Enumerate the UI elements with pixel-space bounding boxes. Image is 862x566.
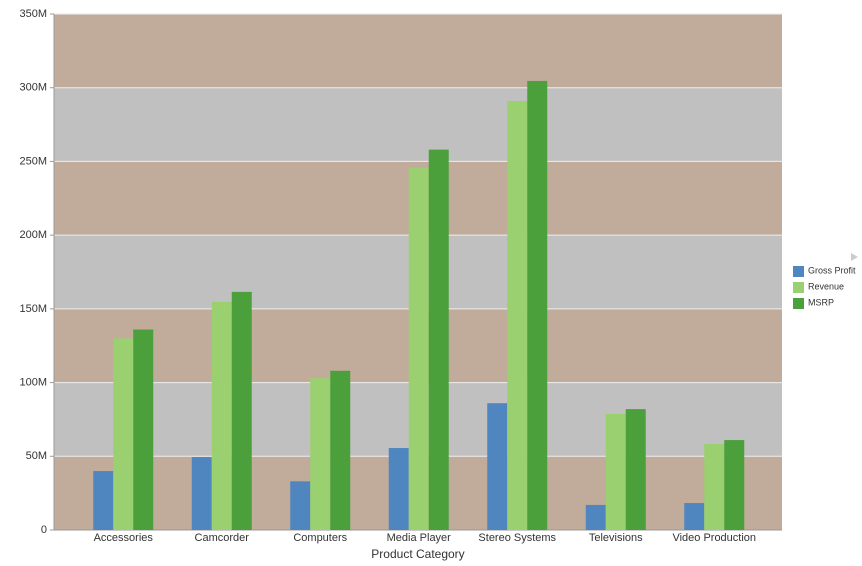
x-tick-label: Video Production [672,532,756,544]
x-tick-label: Camcorder [195,532,250,544]
legend-label: Revenue [808,281,844,291]
bar [625,409,646,530]
bar [133,329,154,530]
plot-band [54,87,782,162]
bar [585,504,606,530]
bar [191,457,212,530]
legend-scroll-arrow[interactable] [851,253,858,261]
x-tick-label: Televisions [589,532,643,544]
y-tick-label: 0 [41,524,47,536]
bar [527,80,548,531]
y-tick-label: 250M [19,155,47,167]
bar [388,448,409,530]
bar [704,444,725,530]
bar [724,440,745,530]
x-tick-label: Computers [293,532,347,544]
bar [330,370,351,530]
x-tick-label: Media Player [387,532,452,544]
x-axis-label: Product Category [371,547,464,561]
y-tick-label: 300M [19,82,47,94]
bar [211,301,232,530]
legend-swatch [793,282,804,293]
bar [290,481,311,530]
legend-swatch [793,266,804,277]
legend-label: Gross Profit [808,265,856,275]
bar [507,100,528,531]
bar [408,167,429,530]
y-tick-label: 100M [19,376,47,388]
x-tick-label: Accessories [94,532,154,544]
plot-band [54,14,782,88]
bar [310,378,331,530]
y-tick-label: 50M [26,450,47,462]
legend-label: MSRP [808,297,834,307]
bar [487,403,508,530]
bar [605,413,626,530]
y-tick-label: 150M [19,303,47,315]
bar [93,471,114,530]
bar [231,291,252,530]
y-tick-label: 350M [19,8,47,20]
x-tick-label: Stereo Systems [478,532,556,544]
legend-swatch [793,298,804,309]
bar [684,503,705,530]
bar [113,338,134,530]
y-tick-label: 200M [19,229,47,241]
bar [428,149,449,531]
